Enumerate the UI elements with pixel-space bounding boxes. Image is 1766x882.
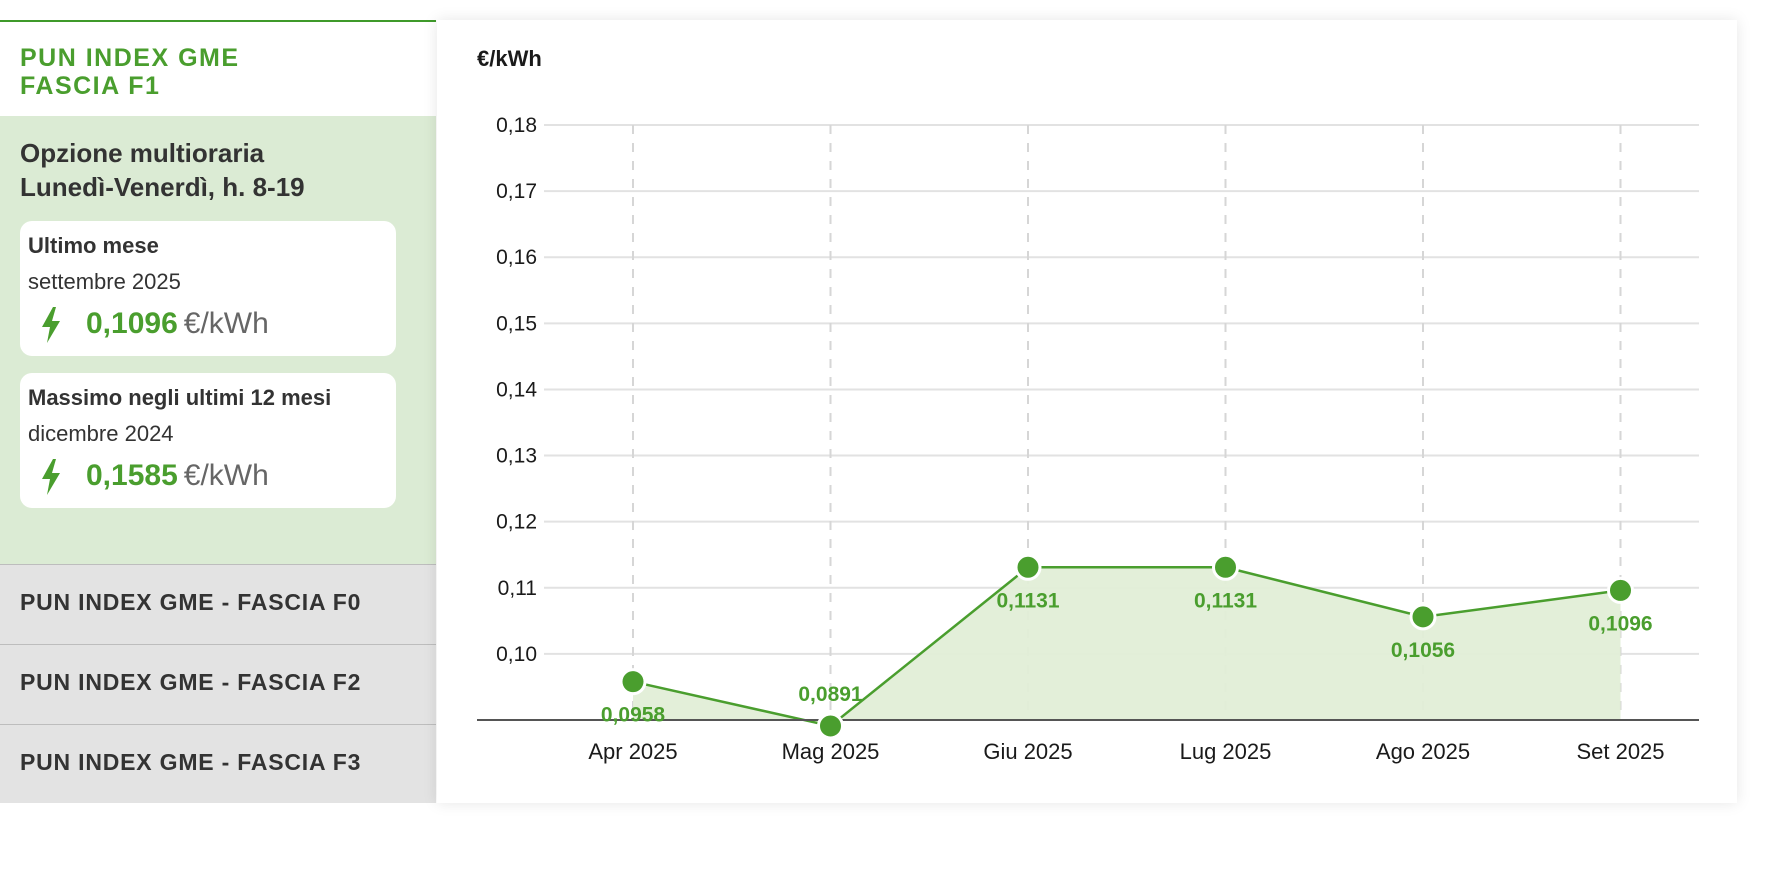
card-date: dicembre 2024 xyxy=(28,421,174,446)
x-tick-label: Set 2025 xyxy=(1576,739,1664,764)
x-tick-label: Lug 2025 xyxy=(1180,739,1272,764)
panel-subtitle: Opzione multioraria Lunedì-Venerdì, h. 8… xyxy=(20,136,305,204)
last-month-card: Ultimo mese settembre 2025 0,1096 €/kWh xyxy=(20,221,396,356)
y-tick-label: 0,14 xyxy=(496,378,537,401)
x-tick-label: Giu 2025 xyxy=(983,739,1072,764)
panel-subtitle-line2: Lunedì-Venerdì, h. 8-19 xyxy=(20,172,305,202)
x-tick-label: Apr 2025 xyxy=(588,739,677,764)
card-value-line: 0,1096 €/kWh xyxy=(86,307,269,341)
y-tick-label: 0,18 xyxy=(496,114,537,137)
y-tick-label: 0,15 xyxy=(496,312,537,335)
data-point xyxy=(1607,576,1634,604)
y-tick-label: 0,13 xyxy=(496,445,537,468)
data-point xyxy=(619,668,647,696)
card-date: settembre 2025 xyxy=(28,269,181,294)
active-tab-title-line1: PUN INDEX GME xyxy=(20,44,240,72)
y-axis-unit-label: €/kWh xyxy=(477,46,542,71)
panel-subtitle-line1: Opzione multioraria xyxy=(20,138,265,168)
tab-label: PUN INDEX GME - FASCIA F2 xyxy=(20,669,362,695)
data-point xyxy=(1212,553,1239,581)
tab-fascia-f2[interactable]: PUN INDEX GME - FASCIA F2 xyxy=(0,644,436,724)
data-label: 0,1056 xyxy=(1391,639,1455,662)
card-value: 0,1096 xyxy=(86,307,178,340)
data-label: 0,1131 xyxy=(1194,589,1257,612)
data-label: 0,0958 xyxy=(601,704,666,727)
data-label: 0,0891 xyxy=(798,683,863,706)
active-panel: Opzione multioraria Lunedì-Venerdì, h. 8… xyxy=(0,116,436,564)
tab-label: PUN INDEX GME - FASCIA F3 xyxy=(20,749,362,775)
card-value-line: 0,1585 €/kWh xyxy=(86,459,269,493)
y-tick-label: 0,17 xyxy=(496,180,537,203)
series-area xyxy=(633,567,1621,726)
sidebar: PUN INDEX GME FASCIA F1 Opzione multiora… xyxy=(0,0,436,803)
y-tick-label: 0,12 xyxy=(496,511,537,534)
active-tab-title: PUN INDEX GME FASCIA F1 xyxy=(20,44,240,100)
y-tick-label: 0,11 xyxy=(498,577,537,600)
card-unit: €/kWh xyxy=(183,307,269,340)
data-label: 0,1096 xyxy=(1588,612,1652,635)
chart-panel: €/kWh 0,10 0,11 0,12 0,13 0,14 0,15 0,16 0,17 0,… xyxy=(437,20,1737,803)
y-tick-label: 0,10 xyxy=(496,643,537,666)
data-point xyxy=(1409,603,1437,631)
bolt-icon xyxy=(42,459,60,495)
card-label: Ultimo mese xyxy=(28,233,159,258)
card-unit: €/kWh xyxy=(183,459,269,492)
data-label: 0,1131 xyxy=(996,589,1059,612)
max-12-months-card: Massimo negli ultimi 12 mesi dicembre 20… xyxy=(20,373,396,508)
series-line xyxy=(632,566,1621,728)
card-label: Massimo negli ultimi 12 mesi xyxy=(28,385,332,410)
bolt-icon xyxy=(42,307,60,343)
tab-fascia-f3[interactable]: PUN INDEX GME - FASCIA F3 xyxy=(0,724,436,803)
tab-label: PUN INDEX GME - FASCIA F0 xyxy=(20,589,362,615)
tab-fascia-f1[interactable]: PUN INDEX GME FASCIA F1 xyxy=(0,20,436,116)
y-tick-label: 0,16 xyxy=(496,246,537,269)
tab-fascia-f0[interactable]: PUN INDEX GME - FASCIA F0 xyxy=(0,564,436,644)
active-tab-title-line2: FASCIA F1 xyxy=(20,72,161,100)
x-tick-label: Ago 2025 xyxy=(1376,739,1470,764)
data-point xyxy=(1014,553,1042,581)
price-chart: 0,10 0,11 0,12 0,13 0,14 0,15 0,16 0,17 0,18 Apr … xyxy=(477,114,1699,764)
card-value: 0,1585 xyxy=(86,459,178,492)
data-point xyxy=(817,712,844,740)
x-tick-label: Mag 2025 xyxy=(782,739,880,764)
